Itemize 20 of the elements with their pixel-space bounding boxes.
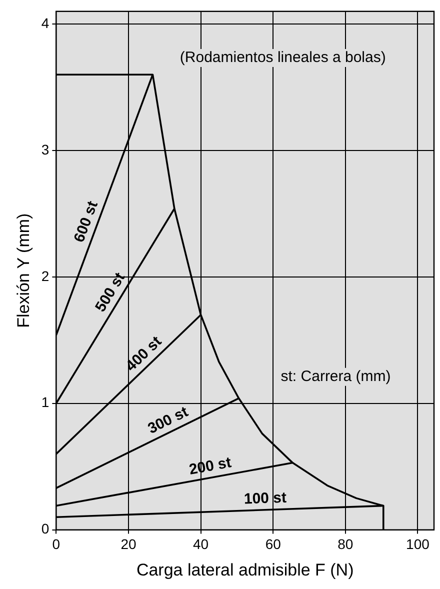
x-tick-label: 60: [265, 536, 282, 552]
x-axis-title: Carga lateral admisible F (N): [136, 560, 354, 580]
annotation: (Rodamientos lineales a bolas): [180, 49, 386, 66]
x-tick-label: 20: [120, 536, 136, 552]
x-tick-label: 40: [193, 536, 209, 552]
y-tick-label: 4: [41, 14, 50, 31]
text: 600 st: [70, 198, 102, 245]
y-tick-label: 3: [41, 141, 50, 158]
x-tick-label: 80: [338, 536, 354, 552]
annotation: st: Carrera (mm): [280, 368, 391, 386]
y-axis-title: Flexión Y (mm): [14, 213, 33, 328]
y-tick-label: 0: [41, 520, 50, 537]
y-tick-label: 2: [41, 268, 50, 284]
x-tick-label: 100: [406, 536, 430, 552]
text: 200 st: [188, 454, 233, 478]
text: 400 st: [122, 333, 165, 375]
y-tick-label: 1: [41, 394, 50, 410]
series-label: 100 st: [244, 489, 287, 508]
text: 300 st: [145, 403, 191, 438]
x-tick-label: 0: [52, 536, 60, 552]
